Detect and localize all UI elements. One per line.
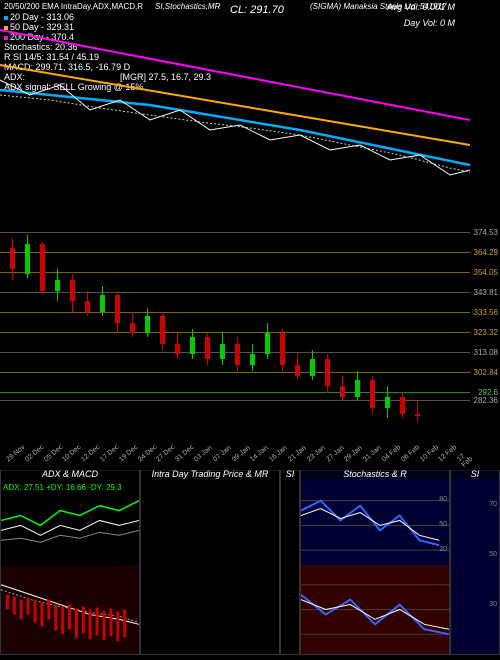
date-axis: 29 Nov02 Dec05 Dec10 Dec12 Dec17 Dec19 D… (0, 450, 470, 465)
panel-title: Intra Day Trading Price & MR (141, 469, 279, 479)
price-axis: 374.53364.29354.05343.81333.56323.32313.… (470, 0, 500, 450)
panel-title: SI (451, 469, 499, 479)
ma-chart (0, 0, 470, 210)
adx-macd-panel: ADX & MACD ADX: 27.51 +DY: 16.66 -DY: 29… (0, 470, 140, 655)
stochastics-panel: Stochastics & R 80 50 20 (300, 470, 450, 655)
panel-title: SI (281, 469, 299, 479)
panel-title: Stochastics & R (301, 469, 449, 479)
intraday-panel: Intra Day Trading Price & MR (140, 470, 280, 655)
indicator-panels: ADX & MACD ADX: 27.51 +DY: 16.66 -DY: 29… (0, 470, 500, 660)
panel-title: ADX & MACD (1, 469, 139, 479)
candlestick-chart (0, 210, 470, 450)
si-panel: SI 70 50 30 (450, 470, 500, 655)
adx-values: ADX: 27.51 +DY: 16.66 -DY: 29.3 (3, 483, 122, 492)
si-small-panel: SI (280, 470, 300, 655)
